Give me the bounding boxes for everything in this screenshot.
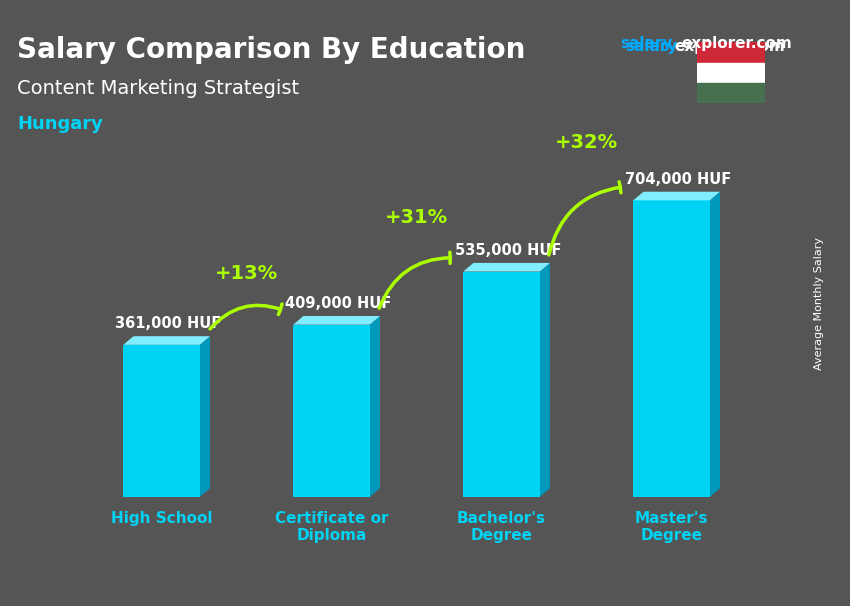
- Bar: [697, 62, 765, 83]
- Polygon shape: [463, 263, 550, 271]
- Polygon shape: [370, 316, 380, 497]
- Text: explorer.com: explorer.com: [682, 36, 792, 52]
- Polygon shape: [633, 191, 720, 201]
- Text: +32%: +32%: [555, 133, 618, 152]
- Text: +13%: +13%: [215, 264, 278, 283]
- Text: +31%: +31%: [385, 208, 448, 227]
- Text: salary: salary: [625, 39, 677, 55]
- Text: 409,000 HUF: 409,000 HUF: [285, 296, 391, 311]
- Polygon shape: [123, 336, 210, 345]
- Polygon shape: [293, 316, 380, 325]
- Text: 535,000 HUF: 535,000 HUF: [455, 243, 561, 258]
- Bar: [123, 345, 200, 497]
- Polygon shape: [200, 336, 210, 497]
- Text: Average Monthly Salary: Average Monthly Salary: [814, 236, 824, 370]
- Bar: [697, 42, 765, 62]
- Text: salary: salary: [620, 36, 673, 52]
- Bar: [633, 201, 710, 497]
- Bar: [697, 83, 765, 103]
- Bar: [463, 271, 540, 497]
- Text: Content Marketing Strategist: Content Marketing Strategist: [17, 79, 299, 98]
- Text: 361,000 HUF: 361,000 HUF: [115, 316, 221, 331]
- Text: explorer.com: explorer.com: [674, 39, 785, 55]
- Text: 704,000 HUF: 704,000 HUF: [625, 171, 731, 187]
- Bar: [293, 325, 370, 497]
- Text: Hungary: Hungary: [17, 115, 103, 133]
- Text: Salary Comparison By Education: Salary Comparison By Education: [17, 36, 525, 64]
- Polygon shape: [710, 191, 720, 497]
- Polygon shape: [540, 263, 550, 497]
